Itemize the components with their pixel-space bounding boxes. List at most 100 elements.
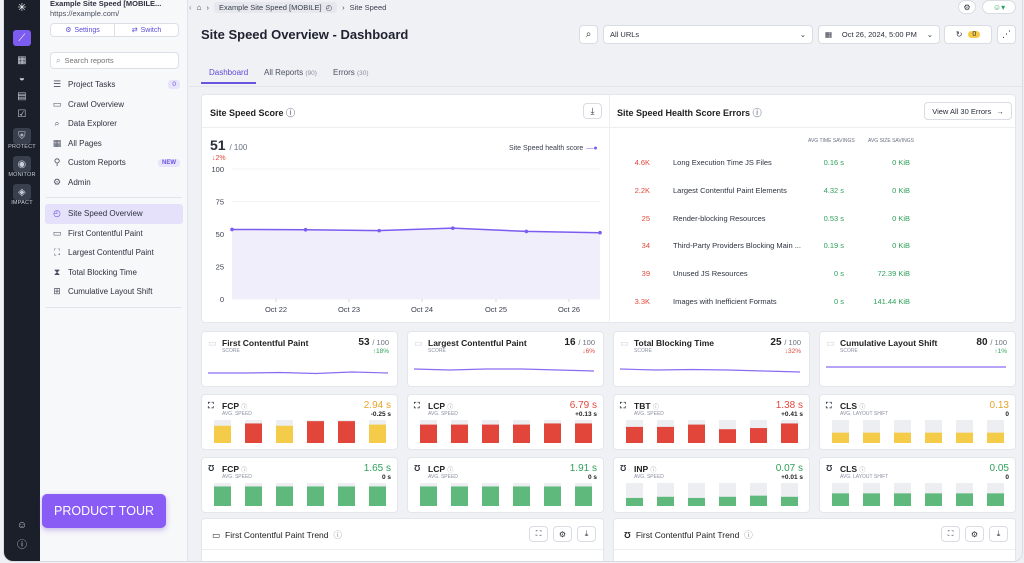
url-filter-select[interactable]: All URLs ⌄ xyxy=(603,25,813,44)
rail-impact[interactable]: ◈ IMPACT xyxy=(4,184,40,206)
error-row[interactable]: 25 Render-blocking Resources 0.53 s 0 KiB xyxy=(610,205,1017,233)
settings-gear-icon[interactable]: ⚙ xyxy=(958,0,976,14)
download-button[interactable]: ⤓ xyxy=(583,103,602,119)
info-icon[interactable]: ⓘ xyxy=(859,468,866,474)
site-speed-app-icon[interactable]: ⟋ xyxy=(13,30,31,46)
error-row[interactable]: 39 Unused JS Resources 0 s 72.39 KiB xyxy=(610,260,1017,288)
metric-bar xyxy=(369,424,386,443)
info-icon[interactable]: ⓘ xyxy=(744,530,753,540)
nav-tbt[interactable]: ⧗ Total Blocking Time xyxy=(40,263,188,283)
score-line-chart: 0 25 50 75 100 Oct 22 Oct 23 Oct 24 Oct 25 Oct 26 xyxy=(211,165,602,314)
tasks-count-badge: 0 xyxy=(168,80,180,90)
nav-admin[interactable]: ⚙ Admin xyxy=(40,173,188,193)
checklist-icon[interactable]: ☑ xyxy=(17,108,27,120)
rail-protect[interactable]: ⛨ PROTECT xyxy=(4,128,40,150)
error-name: Render-blocking Resources xyxy=(673,213,766,223)
collapse-icon[interactable]: ‹ xyxy=(189,2,192,12)
info-icon[interactable]: ⓘ xyxy=(650,468,657,474)
score-card[interactable]: ▭ Total Blocking Time SCORE 25 / 100 ↓32% xyxy=(613,331,810,387)
tab-count: (90) xyxy=(305,70,317,77)
expand-button[interactable]: ⛶ xyxy=(529,526,548,542)
info-icon[interactable]: ⓘ xyxy=(652,405,659,411)
error-row[interactable]: 4.6K Long Execution Time JS Files 0.16 s 0 … xyxy=(610,149,1017,177)
info-icon[interactable]: ⓘ xyxy=(286,108,296,118)
calendar-icon: ▦ xyxy=(825,30,833,39)
download-button[interactable]: ⤓ xyxy=(577,526,596,542)
info-icon[interactable]: ⓘ xyxy=(241,468,248,474)
home-icon[interactable]: ⌂ xyxy=(196,2,202,12)
metric-bar xyxy=(307,421,324,443)
date-select[interactable]: ▦ Oct 26, 2024, 5:00 PM ⌄ xyxy=(818,25,940,44)
nav-cls[interactable]: ⊞ Cumulative Layout Shift xyxy=(40,282,188,302)
error-time: 0 s xyxy=(833,269,844,279)
x-tick-label: Oct 24 xyxy=(411,305,433,314)
breadcrumb-project[interactable]: Example Site Speed [MOBILE] ◴ xyxy=(214,1,338,13)
error-row[interactable]: 34 Third-Party Providers Blocking Main ..… xyxy=(610,232,1017,260)
gauge-icon[interactable]: ◒ xyxy=(18,72,26,84)
nav-lcp[interactable]: ⛶ Largest Contentful Paint xyxy=(40,243,188,263)
info-icon[interactable]: ⓘ xyxy=(447,405,454,411)
nav-all-pages[interactable]: ▦ All Pages xyxy=(40,134,188,154)
score-card[interactable]: ▭ First Contentful Paint SCORE 53 / 100 ↑18% xyxy=(201,331,398,387)
help-icon[interactable]: ⓘ xyxy=(17,540,27,551)
settings-button[interactable]: ⚙ xyxy=(553,526,572,542)
crawl-badge: 0 xyxy=(968,31,981,38)
metric-value: 1.91 s xyxy=(569,463,597,474)
search-reports[interactable]: ⌕ xyxy=(50,52,179,69)
clipboard-icon[interactable]: ▤ xyxy=(17,90,27,102)
card-divider xyxy=(202,549,603,550)
error-size: 72.39 KiB xyxy=(877,269,910,279)
search-input[interactable] xyxy=(64,56,175,65)
switch-label: Switch xyxy=(140,26,162,34)
nav-fcp[interactable]: ▭ First Contentful Paint xyxy=(40,224,188,244)
info-icon[interactable]: ⓘ xyxy=(241,405,248,411)
score-card-title: First Contentful Paint xyxy=(222,338,309,348)
share-button[interactable]: ⋰ xyxy=(997,25,1016,44)
info-icon[interactable]: ⓘ xyxy=(752,108,762,118)
settings-button[interactable]: ⚙ Settings xyxy=(51,24,115,36)
info-icon[interactable]: ⓘ xyxy=(447,468,454,474)
user-menu-button[interactable]: ☺▾ xyxy=(982,0,1016,14)
settings-button[interactable]: ⚙ xyxy=(965,526,984,542)
metric-bar xyxy=(513,486,530,506)
help-smile-icon[interactable]: ☺ xyxy=(16,520,28,531)
nav-crawl-overview[interactable]: ▭ Crawl Overview xyxy=(40,95,188,115)
info-icon[interactable]: ⓘ xyxy=(333,530,343,540)
tab-dashboard[interactable]: Dashboard xyxy=(209,68,249,77)
tab-errors[interactable]: Errors (30) xyxy=(333,68,369,77)
search-icon: ⌕ xyxy=(56,55,61,65)
crawl-status-button[interactable]: ↻ 0 xyxy=(944,25,992,44)
info-icon[interactable]: ⓘ xyxy=(859,405,866,411)
nav-data-explorer[interactable]: ⌕ Data Explorer xyxy=(40,114,188,134)
metric-card[interactable]: ⛶ CLS ⓘ AVG. LAYOUT SHIFT 0.13 0 xyxy=(819,394,1016,450)
download-button[interactable]: ⤓ xyxy=(989,526,1008,542)
metric-card[interactable]: Ʊ INP ⓘ AVG. SPEED 0.07 s +0.01 s xyxy=(613,457,810,513)
nav-project-tasks[interactable]: ☰ Project Tasks 0 xyxy=(40,75,188,95)
metric-card[interactable]: ⛶ TBT ⓘ AVG. SPEED 1.38 s +0.41 s xyxy=(613,394,810,450)
grid-icon[interactable]: ▦ xyxy=(17,54,27,66)
score-card[interactable]: ▭ Cumulative Layout Shift SCORE 80 / 100 ↑1% xyxy=(819,331,1016,387)
area-fill xyxy=(232,228,600,299)
fcp-trend-card-left: ▭ First Contentful Paint Trend ⓘ ⛶ ⚙ ⤓ xyxy=(201,518,604,561)
search-button[interactable]: ⌕ xyxy=(579,25,598,44)
rail-monitor[interactable]: ◉ MONITOR xyxy=(4,156,40,178)
series-line xyxy=(231,227,601,234)
view-all-errors-button[interactable]: View All 30 Errors → xyxy=(924,102,1012,120)
product-tour-button[interactable]: PRODUCT TOUR xyxy=(42,494,166,528)
chevron-down-icon: ⌄ xyxy=(799,30,806,39)
switch-button[interactable]: ⇄ Switch xyxy=(115,24,178,36)
nav-site-speed-overview[interactable]: ◴ Site Speed Overview xyxy=(45,204,183,224)
tab-all-reports[interactable]: All Reports (90) xyxy=(264,68,317,77)
error-row[interactable]: 3.3K Images with Inefficient Formats 0 s 14… xyxy=(610,288,1017,316)
metric-card[interactable]: ⛶ LCP ⓘ AVG. SPEED 6.79 s +0.13 s xyxy=(407,394,604,450)
expand-button[interactable]: ⛶ xyxy=(941,526,960,542)
error-row[interactable]: 2.2K Largest Contentful Paint Elements 4.3… xyxy=(610,177,1017,205)
metric-bar xyxy=(894,432,911,443)
project-name[interactable]: Example Site Speed [MOBILE... xyxy=(50,0,162,8)
metric-card[interactable]: Ʊ CLS ⓘ AVG. LAYOUT SHIFT 0.05 0 xyxy=(819,457,1016,513)
nav-custom-reports[interactable]: ⚲ Custom Reports NEW xyxy=(40,153,188,173)
score-card[interactable]: ▭ Largest Contentful Paint SCORE 16 / 100 ↓6… xyxy=(407,331,604,387)
metric-card[interactable]: ⛶ FCP ⓘ AVG. SPEED 2.94 s -0.25 s xyxy=(201,394,398,450)
